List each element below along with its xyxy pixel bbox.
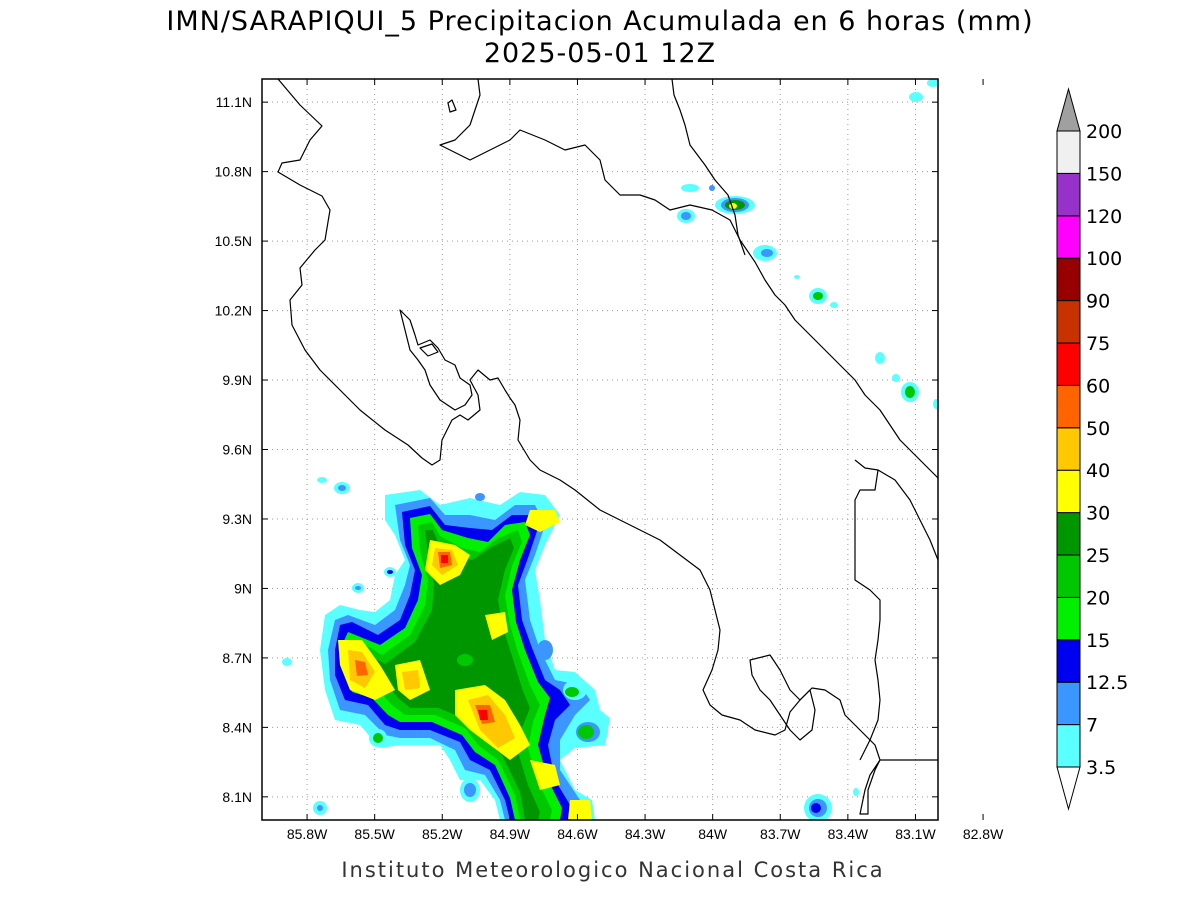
lon-tick-label: 83.1W [895, 826, 936, 842]
lon-tick-label: 84.3W [625, 826, 666, 842]
lat-tick-label: 10.8N [215, 164, 252, 180]
graticule [262, 79, 938, 820]
rain-cells-caribbean [677, 79, 938, 820]
colorbar-level-label: 12.5 [1086, 672, 1128, 694]
lon-tick-label: 84W [698, 826, 728, 842]
colorbar-level-label: 200 [1086, 121, 1122, 143]
colorbar-swatch [1056, 342, 1081, 386]
colorbar-swatch [1056, 130, 1081, 174]
colorbar-swatch [1056, 257, 1081, 302]
lon-tick-label: 84.9W [490, 826, 531, 842]
colorbar-swatch [1056, 512, 1081, 556]
lon-tick-label: 82.8W [963, 826, 1004, 842]
small-island-north [447, 99, 457, 113]
nicoya-gulf [399, 309, 473, 411]
lat-tick-label: 8.7N [222, 650, 252, 666]
osa-peninsula [749, 654, 816, 741]
lat-tick-label: 8.1N [222, 789, 252, 805]
lon-tick-label: 85.2W [422, 826, 463, 842]
lat-tick-label: 9.6N [222, 442, 252, 458]
colorbar-swatch [1056, 172, 1081, 217]
map-subtitle-datetime: 2025-05-01 12Z [484, 38, 716, 69]
lon-tick-label: 85.8W [287, 826, 328, 842]
lon-tick-label: 85.5W [354, 826, 395, 842]
map-title: IMN/SARAPIQUI_5 Precipitacion Acumulada … [166, 6, 1033, 37]
colorbar-level-label: 90 [1086, 291, 1110, 313]
colorbar-swatch [1056, 427, 1081, 471]
rain-cells-isolated [282, 477, 608, 815]
colorbar-swatch [1056, 554, 1081, 598]
colorbar-swatch [1056, 639, 1081, 683]
latitude-axis: 8.1N 8.4N 8.7N 9N 9.3N 9.6N 9.9N 10.2N 10.5N 10.8… [215, 94, 938, 805]
colorbar-extend-max [1056, 87, 1081, 132]
colorbar-level-label: 20 [1086, 587, 1110, 609]
colorbar-level-label: 3.5 [1086, 757, 1116, 779]
colorbar-level-label: 25 [1086, 545, 1110, 567]
colorbar-swatch [1056, 596, 1081, 641]
lon-tick-label: 84.6W [557, 826, 598, 842]
colorbar-swatch [1056, 681, 1081, 726]
colorbar-level-label: 40 [1086, 460, 1110, 482]
colorbar-level-label: 120 [1086, 206, 1122, 228]
lon-tick-label: 83.4W [828, 826, 869, 842]
lat-tick-label: 11.1N [216, 94, 252, 110]
lat-tick-label: 9.9N [222, 372, 252, 388]
credit-text: Instituto Meteorologico Nacional Costa R… [341, 858, 884, 882]
nicaragua-coast-north [277, 79, 938, 815]
coastlines-and-borders [277, 79, 938, 815]
colorbar-swatch [1056, 300, 1081, 344]
colorbar-level-label: 7 [1086, 715, 1098, 737]
colorbar-level-label: 150 [1086, 163, 1122, 185]
colorbar-level-label: 30 [1086, 503, 1110, 525]
colorbar: 3.5 7 12.5 15 20 25 30 40 50 60 75 90 100 120 150 200 [1056, 87, 1128, 811]
colorbar-swatch [1056, 384, 1081, 429]
panama-border [854, 459, 938, 761]
lat-tick-label: 9N [234, 580, 252, 596]
lat-tick-label: 8.4N [222, 719, 252, 735]
colorbar-level-label: 15 [1086, 630, 1110, 652]
lon-tick-label: 83.7W [760, 826, 801, 842]
colorbar-swatch [1056, 469, 1081, 514]
precipitation-field [282, 79, 938, 820]
colorbar-level-label: 60 [1086, 375, 1110, 397]
colorbar-extend-min [1056, 766, 1081, 811]
colorbar-swatch [1056, 215, 1081, 259]
lake-nicaragua-edge [671, 79, 746, 256]
colorbar-level-label: 50 [1086, 418, 1110, 440]
colorbar-swatch [1056, 724, 1081, 768]
colorbar-level-label: 100 [1086, 248, 1122, 270]
caribbean-coast [439, 79, 938, 479]
colorbar-level-label: 75 [1086, 333, 1110, 355]
lat-tick-label: 10.2N [215, 303, 252, 319]
small-island-gulf [419, 343, 439, 357]
lat-tick-label: 10.5N [215, 233, 252, 249]
lat-tick-label: 9.3N [222, 511, 252, 527]
longitude-axis: 85.8W 85.5W 85.2W 84.9W 84.6W 84.3W 84W 83.7W 83… [287, 79, 1004, 842]
